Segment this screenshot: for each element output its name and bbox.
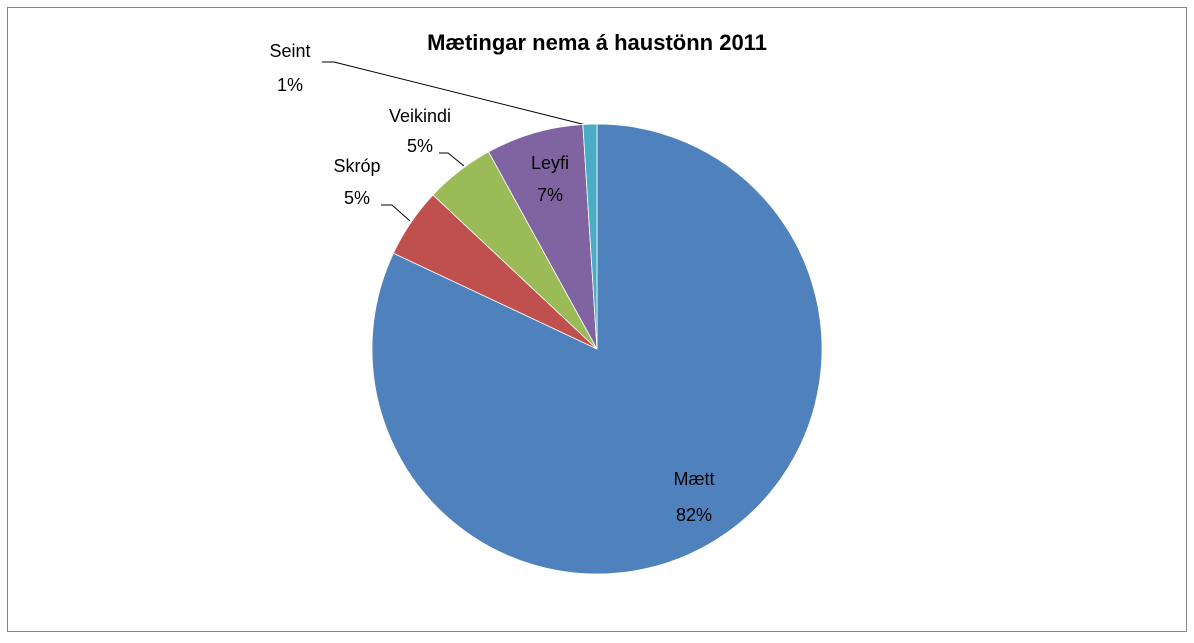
- leader-line: [322, 61, 591, 127]
- chart-title: Mætingar nema á haustönn 2011: [427, 30, 767, 55]
- slice-label: Seint: [269, 41, 310, 61]
- leader-line: [439, 152, 465, 167]
- value-label: 82%: [676, 505, 712, 525]
- pie-slice: [582, 123, 598, 350]
- slice-label: Mætt: [673, 469, 714, 489]
- slice-label: Veikindi: [389, 106, 451, 126]
- leader-line: [381, 204, 411, 222]
- slice-label: Skróp: [333, 156, 380, 176]
- slice-label: Leyfi: [531, 153, 569, 173]
- value-label: 5%: [407, 136, 433, 156]
- value-label: 1%: [277, 75, 303, 95]
- value-label: 7%: [537, 185, 563, 205]
- pie-slice: [371, 123, 823, 575]
- value-label: 5%: [344, 188, 370, 208]
